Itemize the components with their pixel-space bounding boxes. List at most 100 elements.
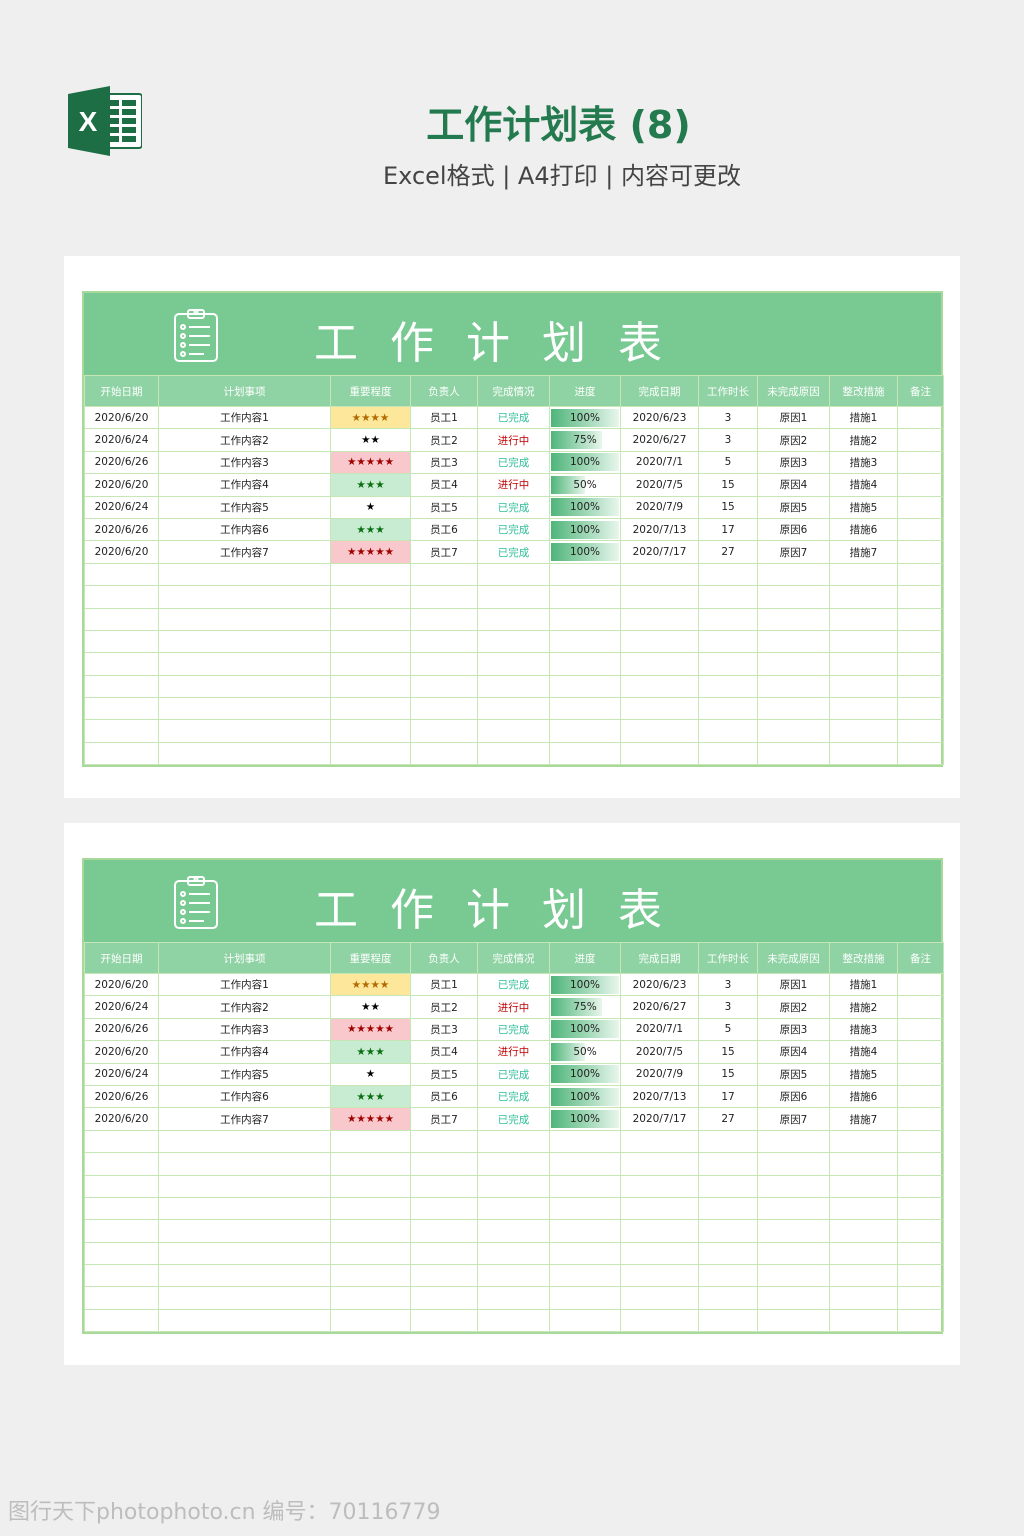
empty-cell[interactable] xyxy=(897,1286,944,1310)
empty-cell[interactable] xyxy=(829,607,898,631)
note-cell[interactable] xyxy=(897,517,944,542)
empty-cell[interactable] xyxy=(477,607,550,631)
empty-cell[interactable] xyxy=(757,585,830,609)
empty-cell[interactable] xyxy=(549,1264,621,1288)
task-cell[interactable]: 工作内容5 xyxy=(158,1062,331,1086)
empty-cell[interactable] xyxy=(829,1196,898,1221)
progress-cell[interactable]: 100% xyxy=(549,1107,621,1131)
stars-cell[interactable]: ★★★★ xyxy=(330,405,411,430)
empty-cell[interactable] xyxy=(757,629,830,654)
hours-cell[interactable]: 3 xyxy=(698,405,758,430)
end-cell[interactable]: 2020/7/13 xyxy=(620,517,699,542)
end-cell[interactable]: 2020/7/9 xyxy=(620,495,699,519)
hours-cell[interactable]: 15 xyxy=(698,1040,758,1064)
empty-cell[interactable] xyxy=(330,1308,411,1333)
empty-cell[interactable] xyxy=(757,1174,830,1198)
status-cell[interactable]: 进行中 xyxy=(477,1040,550,1064)
empty-cell[interactable] xyxy=(330,562,411,587)
empty-cell[interactable] xyxy=(698,1174,758,1198)
empty-cell[interactable] xyxy=(84,1241,159,1266)
empty-cell[interactable] xyxy=(477,719,550,743)
note-cell[interactable] xyxy=(897,540,944,564)
empty-cell[interactable] xyxy=(330,1152,411,1176)
empty-cell[interactable] xyxy=(84,674,159,699)
empty-cell[interactable] xyxy=(477,741,550,766)
note-cell[interactable] xyxy=(897,473,944,497)
start-cell[interactable]: 2020/6/24 xyxy=(84,495,159,519)
note-cell[interactable] xyxy=(897,1084,944,1109)
hours-cell[interactable]: 17 xyxy=(698,1084,758,1109)
reason-cell[interactable]: 原因7 xyxy=(757,1107,830,1131)
measure-cell[interactable]: 措施2 xyxy=(829,995,898,1019)
empty-cell[interactable] xyxy=(620,719,699,743)
empty-cell[interactable] xyxy=(330,1219,411,1243)
progress-cell[interactable]: 100% xyxy=(549,517,621,542)
empty-cell[interactable] xyxy=(757,1219,830,1243)
empty-cell[interactable] xyxy=(620,1286,699,1310)
empty-cell[interactable] xyxy=(897,1241,944,1266)
hours-cell[interactable]: 3 xyxy=(698,972,758,997)
stars-cell[interactable]: ★★ xyxy=(330,995,411,1019)
note-cell[interactable] xyxy=(897,1040,944,1064)
empty-cell[interactable] xyxy=(829,1308,898,1333)
empty-cell[interactable] xyxy=(158,674,331,699)
empty-cell[interactable] xyxy=(698,697,758,721)
empty-cell[interactable] xyxy=(158,1308,331,1333)
reason-cell[interactable]: 原因3 xyxy=(757,450,830,475)
hours-cell[interactable]: 15 xyxy=(698,495,758,519)
reason-cell[interactable]: 原因2 xyxy=(757,428,830,452)
measure-cell[interactable]: 措施3 xyxy=(829,450,898,475)
empty-cell[interactable] xyxy=(410,562,478,587)
progress-cell[interactable]: 50% xyxy=(549,1040,621,1064)
measure-cell[interactable]: 措施7 xyxy=(829,540,898,564)
empty-cell[interactable] xyxy=(698,629,758,654)
empty-cell[interactable] xyxy=(410,1308,478,1333)
hours-cell[interactable]: 15 xyxy=(698,473,758,497)
empty-cell[interactable] xyxy=(410,741,478,766)
empty-cell[interactable] xyxy=(549,629,621,654)
start-cell[interactable]: 2020/6/20 xyxy=(84,473,159,497)
owner-cell[interactable]: 员工7 xyxy=(410,1107,478,1131)
note-cell[interactable] xyxy=(897,972,944,997)
reason-cell[interactable]: 原因5 xyxy=(757,495,830,519)
empty-cell[interactable] xyxy=(330,1286,411,1310)
measure-cell[interactable]: 措施5 xyxy=(829,495,898,519)
empty-cell[interactable] xyxy=(698,562,758,587)
empty-cell[interactable] xyxy=(330,585,411,609)
empty-cell[interactable] xyxy=(897,674,944,699)
start-cell[interactable]: 2020/6/20 xyxy=(84,972,159,997)
empty-cell[interactable] xyxy=(620,1241,699,1266)
empty-cell[interactable] xyxy=(897,1308,944,1333)
empty-cell[interactable] xyxy=(410,1152,478,1176)
empty-cell[interactable] xyxy=(477,1286,550,1310)
empty-cell[interactable] xyxy=(84,585,159,609)
progress-cell[interactable]: 100% xyxy=(549,1062,621,1086)
empty-cell[interactable] xyxy=(829,719,898,743)
note-cell[interactable] xyxy=(897,495,944,519)
empty-cell[interactable] xyxy=(897,719,944,743)
status-cell[interactable]: 进行中 xyxy=(477,428,550,452)
reason-cell[interactable]: 原因6 xyxy=(757,1084,830,1109)
empty-cell[interactable] xyxy=(897,629,944,654)
measure-cell[interactable]: 措施2 xyxy=(829,428,898,452)
empty-cell[interactable] xyxy=(549,697,621,721)
start-cell[interactable]: 2020/6/26 xyxy=(84,1084,159,1109)
empty-cell[interactable] xyxy=(829,697,898,721)
empty-cell[interactable] xyxy=(757,1152,830,1176)
empty-cell[interactable] xyxy=(330,1264,411,1288)
empty-cell[interactable] xyxy=(477,585,550,609)
stars-cell[interactable]: ★★★ xyxy=(330,1084,411,1109)
end-cell[interactable]: 2020/7/17 xyxy=(620,1107,699,1131)
status-cell[interactable]: 已完成 xyxy=(477,405,550,430)
empty-cell[interactable] xyxy=(897,1264,944,1288)
empty-cell[interactable] xyxy=(829,1129,898,1154)
hours-cell[interactable]: 27 xyxy=(698,540,758,564)
empty-cell[interactable] xyxy=(549,1129,621,1154)
empty-cell[interactable] xyxy=(158,1264,331,1288)
empty-cell[interactable] xyxy=(897,1219,944,1243)
note-cell[interactable] xyxy=(897,1062,944,1086)
empty-cell[interactable] xyxy=(477,1219,550,1243)
empty-cell[interactable] xyxy=(757,697,830,721)
empty-cell[interactable] xyxy=(410,1286,478,1310)
empty-cell[interactable] xyxy=(620,1219,699,1243)
